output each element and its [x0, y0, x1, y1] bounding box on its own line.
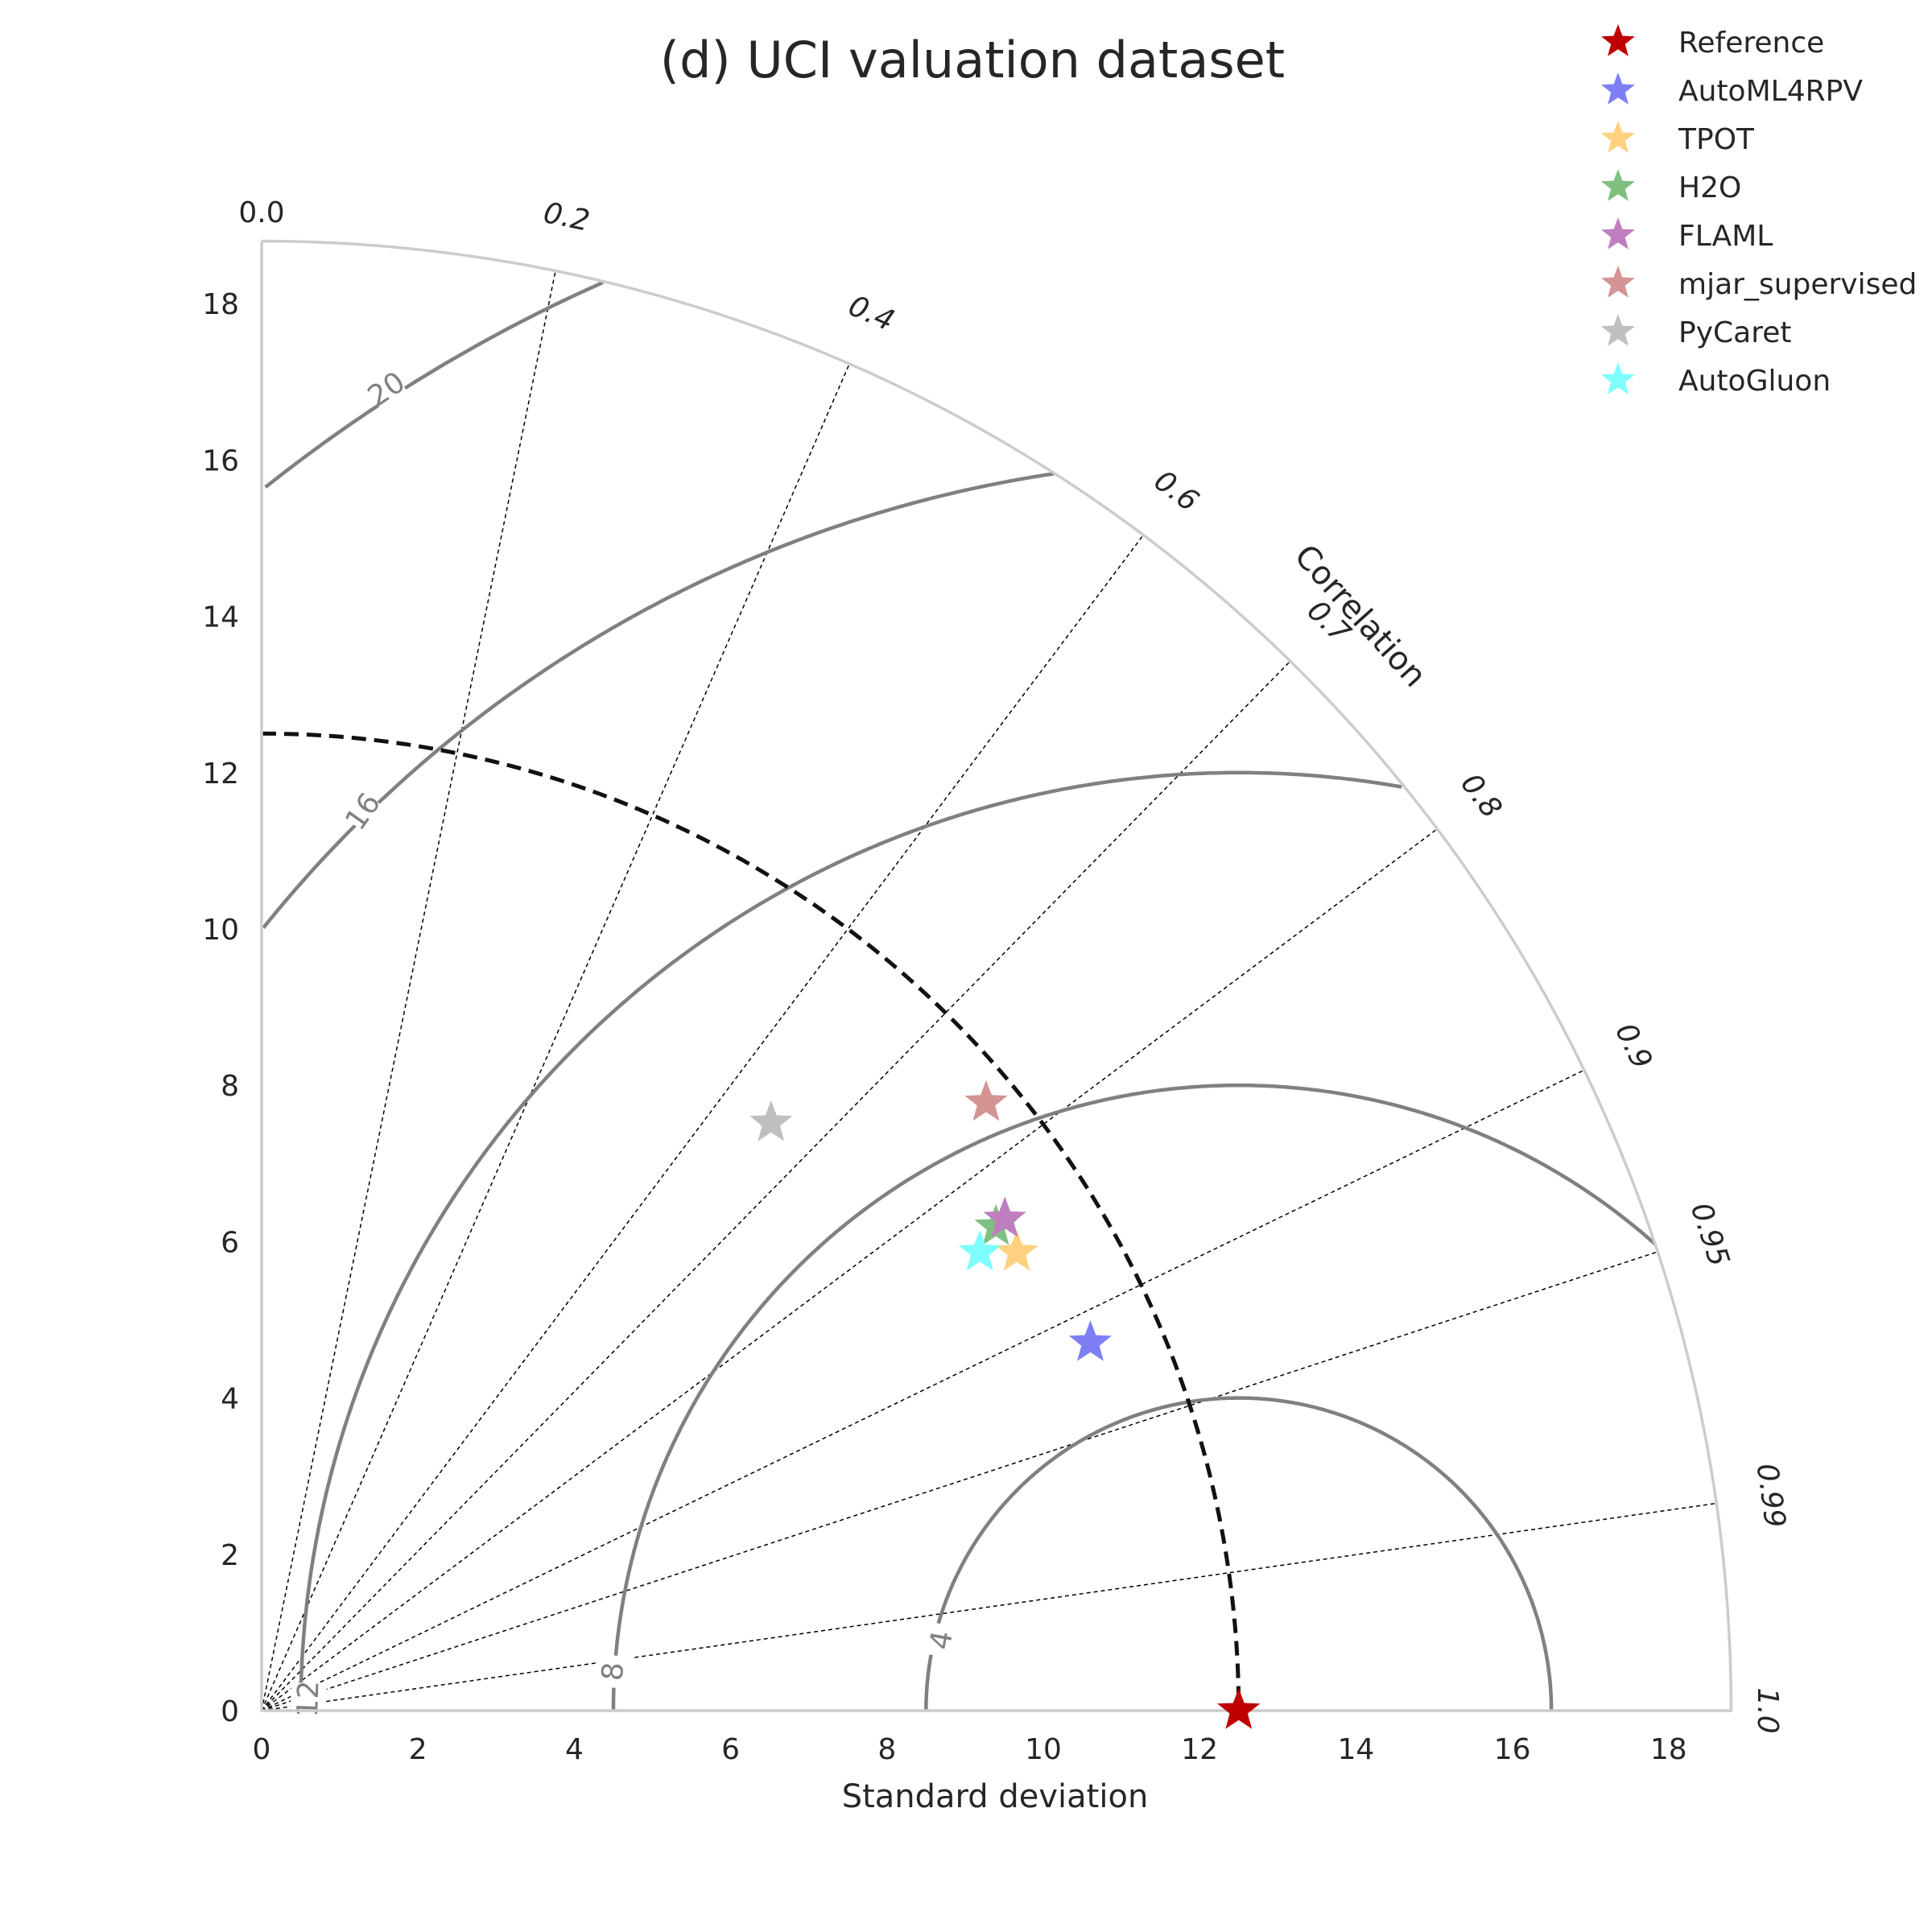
corr-gridline-5	[261, 828, 1438, 1711]
legend-marker-5	[1601, 266, 1635, 298]
y-tick-12: 12	[202, 758, 239, 791]
x-tick-10: 10	[1025, 1733, 1062, 1766]
rms-label-8: 8	[597, 1661, 631, 1682]
y-tick-6: 6	[221, 1226, 239, 1259]
rms-contour-1	[611, 1083, 1657, 1711]
legend-label-1: AutoML4RPV	[1678, 75, 1863, 108]
rms-contour-2	[299, 770, 1402, 1711]
data-points	[749, 1080, 1261, 1729]
legend-marker-2	[1601, 121, 1635, 153]
x-axis-label: Standard deviation	[842, 1778, 1149, 1815]
legend-label-5: mjar_supervised	[1678, 268, 1917, 301]
y-tick-16: 16	[202, 444, 239, 477]
y-tick-4: 4	[221, 1383, 239, 1416]
corr-gridline-3	[261, 535, 1144, 1711]
corr-tick-5: 0.8	[1454, 768, 1508, 824]
corr-gridline-1	[261, 270, 556, 1711]
x-tick-4: 4	[565, 1733, 584, 1766]
corr-tick-9: 1.0	[1751, 1687, 1784, 1733]
x-tick-2: 2	[409, 1733, 427, 1766]
y-tick-14: 14	[202, 601, 239, 634]
rms-label-16: 16	[339, 787, 387, 836]
legend-marker-4	[1601, 217, 1635, 250]
point-tpot	[995, 1229, 1038, 1271]
legend-marker-1	[1601, 72, 1635, 105]
rms-label-12: 12	[291, 1680, 326, 1718]
corr-gridline-4	[261, 660, 1291, 1711]
rms-contour-4	[264, 280, 604, 489]
x-tick-6: 6	[721, 1733, 740, 1766]
legend-label-2: TPOT	[1678, 123, 1755, 156]
corr-tick-6: 0.9	[1608, 1018, 1658, 1074]
legend: Reference AutoML4RPV TPOT H2O FLAML mjar_supe…	[1601, 24, 1917, 398]
legend-label-0: Reference	[1678, 27, 1824, 60]
y-tick-0: 0	[221, 1695, 239, 1728]
corr-tick-2: 0.4	[844, 289, 899, 337]
y-tick-18: 18	[202, 288, 239, 321]
corr-tick-7: 0.95	[1684, 1199, 1736, 1270]
legend-label-3: H2O	[1678, 171, 1741, 204]
rms-contour-3	[262, 472, 1055, 930]
point-pycaret	[749, 1100, 793, 1141]
y-tick-2: 2	[221, 1539, 239, 1572]
correlation-tick-labels: 0.0 0.20.40.60.70.80.90.950.991.0	[238, 196, 1791, 1734]
legend-label-4: FLAML	[1678, 220, 1773, 253]
y-tick-8: 8	[221, 1070, 239, 1103]
x-tick-labels: 0 2 4 6 8 10 12 14 16 18	[253, 1733, 1687, 1766]
legend-label-7: AutoGluon	[1678, 365, 1831, 398]
corr-gridline-2	[261, 363, 850, 1711]
corr-gridline-8	[261, 1502, 1717, 1711]
rms-label-20: 20	[362, 365, 411, 414]
axes-frame	[260, 239, 1733, 1712]
corr-tick-3: 0.6	[1148, 464, 1204, 518]
corr-tick-0: 0.0	[238, 196, 284, 229]
x-tick-0: 0	[253, 1733, 271, 1766]
reference-std-arc	[261, 731, 1241, 1711]
x-tick-14: 14	[1337, 1733, 1374, 1766]
chart-title: (d) UCI valuation dataset	[660, 31, 1285, 89]
correlation-gridlines	[261, 270, 1717, 1711]
y-tick-10: 10	[202, 914, 239, 947]
legend-label-6: PyCaret	[1678, 316, 1791, 349]
point-flaml	[983, 1196, 1026, 1237]
reference-arc	[261, 731, 1241, 1711]
frame-outline	[260, 239, 1733, 1712]
x-tick-16: 16	[1494, 1733, 1531, 1766]
corr-tick-1: 0.2	[541, 196, 592, 238]
point-reference	[1217, 1688, 1261, 1729]
corr-gridline-7	[261, 1251, 1658, 1711]
point-mjar-supervised	[964, 1080, 1008, 1121]
rms-contour-0	[924, 1396, 1554, 1711]
legend-marker-7	[1601, 362, 1635, 394]
y-tick-labels: 0 2 4 6 8 10 12 14 16 18	[202, 288, 239, 1728]
legend-marker-3	[1601, 169, 1635, 201]
x-tick-18: 18	[1650, 1733, 1687, 1766]
x-tick-12: 12	[1181, 1733, 1218, 1766]
legend-marker-0	[1601, 24, 1635, 56]
corr-gridline-6	[261, 1069, 1585, 1711]
point-automl4rpv	[1068, 1320, 1113, 1361]
point-autogluon	[958, 1229, 1001, 1271]
x-tick-8: 8	[877, 1733, 896, 1766]
legend-marker-6	[1601, 314, 1635, 346]
corr-tick-8: 0.99	[1750, 1461, 1792, 1530]
